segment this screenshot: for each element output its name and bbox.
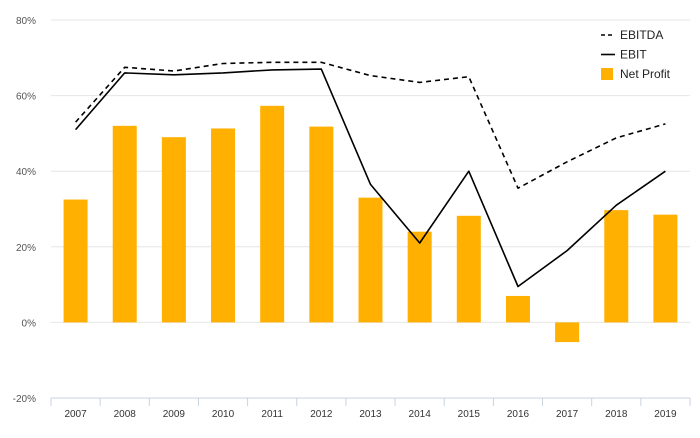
net-profit-bar bbox=[112, 125, 137, 323]
net-profit-bar bbox=[456, 215, 481, 323]
lines bbox=[74, 61, 666, 288]
net-profit-bars bbox=[63, 105, 678, 343]
x-axis: 2007 2008 2009 2010 2011 2012 2013 2014 2015 2016… bbox=[50, 397, 691, 420]
y-tick-label: 80% bbox=[16, 16, 36, 27]
y-tick-label: 60% bbox=[16, 92, 36, 103]
net-profit-bar bbox=[407, 231, 432, 323]
legend-label-ebit: EBIT bbox=[620, 48, 647, 62]
legend-swatch-net-profit bbox=[601, 68, 613, 80]
net-profit-bar bbox=[309, 126, 334, 323]
net-profit-bar bbox=[653, 214, 678, 323]
x-tick-label: 2015 bbox=[458, 409, 481, 420]
x-tick-label: 2007 bbox=[64, 409, 87, 420]
y-tick-label: 40% bbox=[16, 167, 36, 178]
net-profit-bar bbox=[161, 137, 186, 323]
x-tick-label: 2016 bbox=[507, 409, 530, 420]
x-tick-label: 2009 bbox=[163, 409, 186, 420]
ebitda-line bbox=[75, 61, 666, 189]
legend-label-net-profit: Net Profit bbox=[620, 67, 671, 81]
y-tick-label: 20% bbox=[16, 243, 36, 254]
net-profit-bar bbox=[358, 197, 383, 323]
net-profit-bar bbox=[505, 295, 530, 323]
x-tick-label: 2017 bbox=[556, 409, 579, 420]
x-tick-label: 2008 bbox=[114, 409, 137, 420]
x-tick-label: 2012 bbox=[310, 409, 333, 420]
net-profit-bar bbox=[211, 128, 236, 323]
net-profit-bar bbox=[604, 210, 629, 323]
legend-label-ebitda: EBITDA bbox=[620, 28, 663, 42]
net-profit-bar bbox=[63, 199, 88, 323]
x-tick-label: 2014 bbox=[409, 409, 432, 420]
x-tick-label: 2011 bbox=[261, 409, 283, 420]
x-tick-label: 2013 bbox=[359, 409, 382, 420]
net-profit-bar bbox=[555, 322, 580, 343]
legend: EBITDA EBIT Net Profit bbox=[601, 28, 671, 81]
ebit-line bbox=[74, 68, 666, 288]
y-tick-label: -20% bbox=[13, 394, 36, 405]
y-tick-label: 0% bbox=[22, 318, 37, 329]
x-tick-label: 2019 bbox=[654, 409, 677, 420]
net-profit-bar bbox=[260, 105, 285, 323]
y-axis-ticks: -20% 0% 20% 40% 60% 80% bbox=[13, 16, 36, 405]
x-tick-label: 2018 bbox=[605, 409, 628, 420]
x-tick-label: 2010 bbox=[212, 409, 235, 420]
gridlines bbox=[51, 19, 690, 323]
